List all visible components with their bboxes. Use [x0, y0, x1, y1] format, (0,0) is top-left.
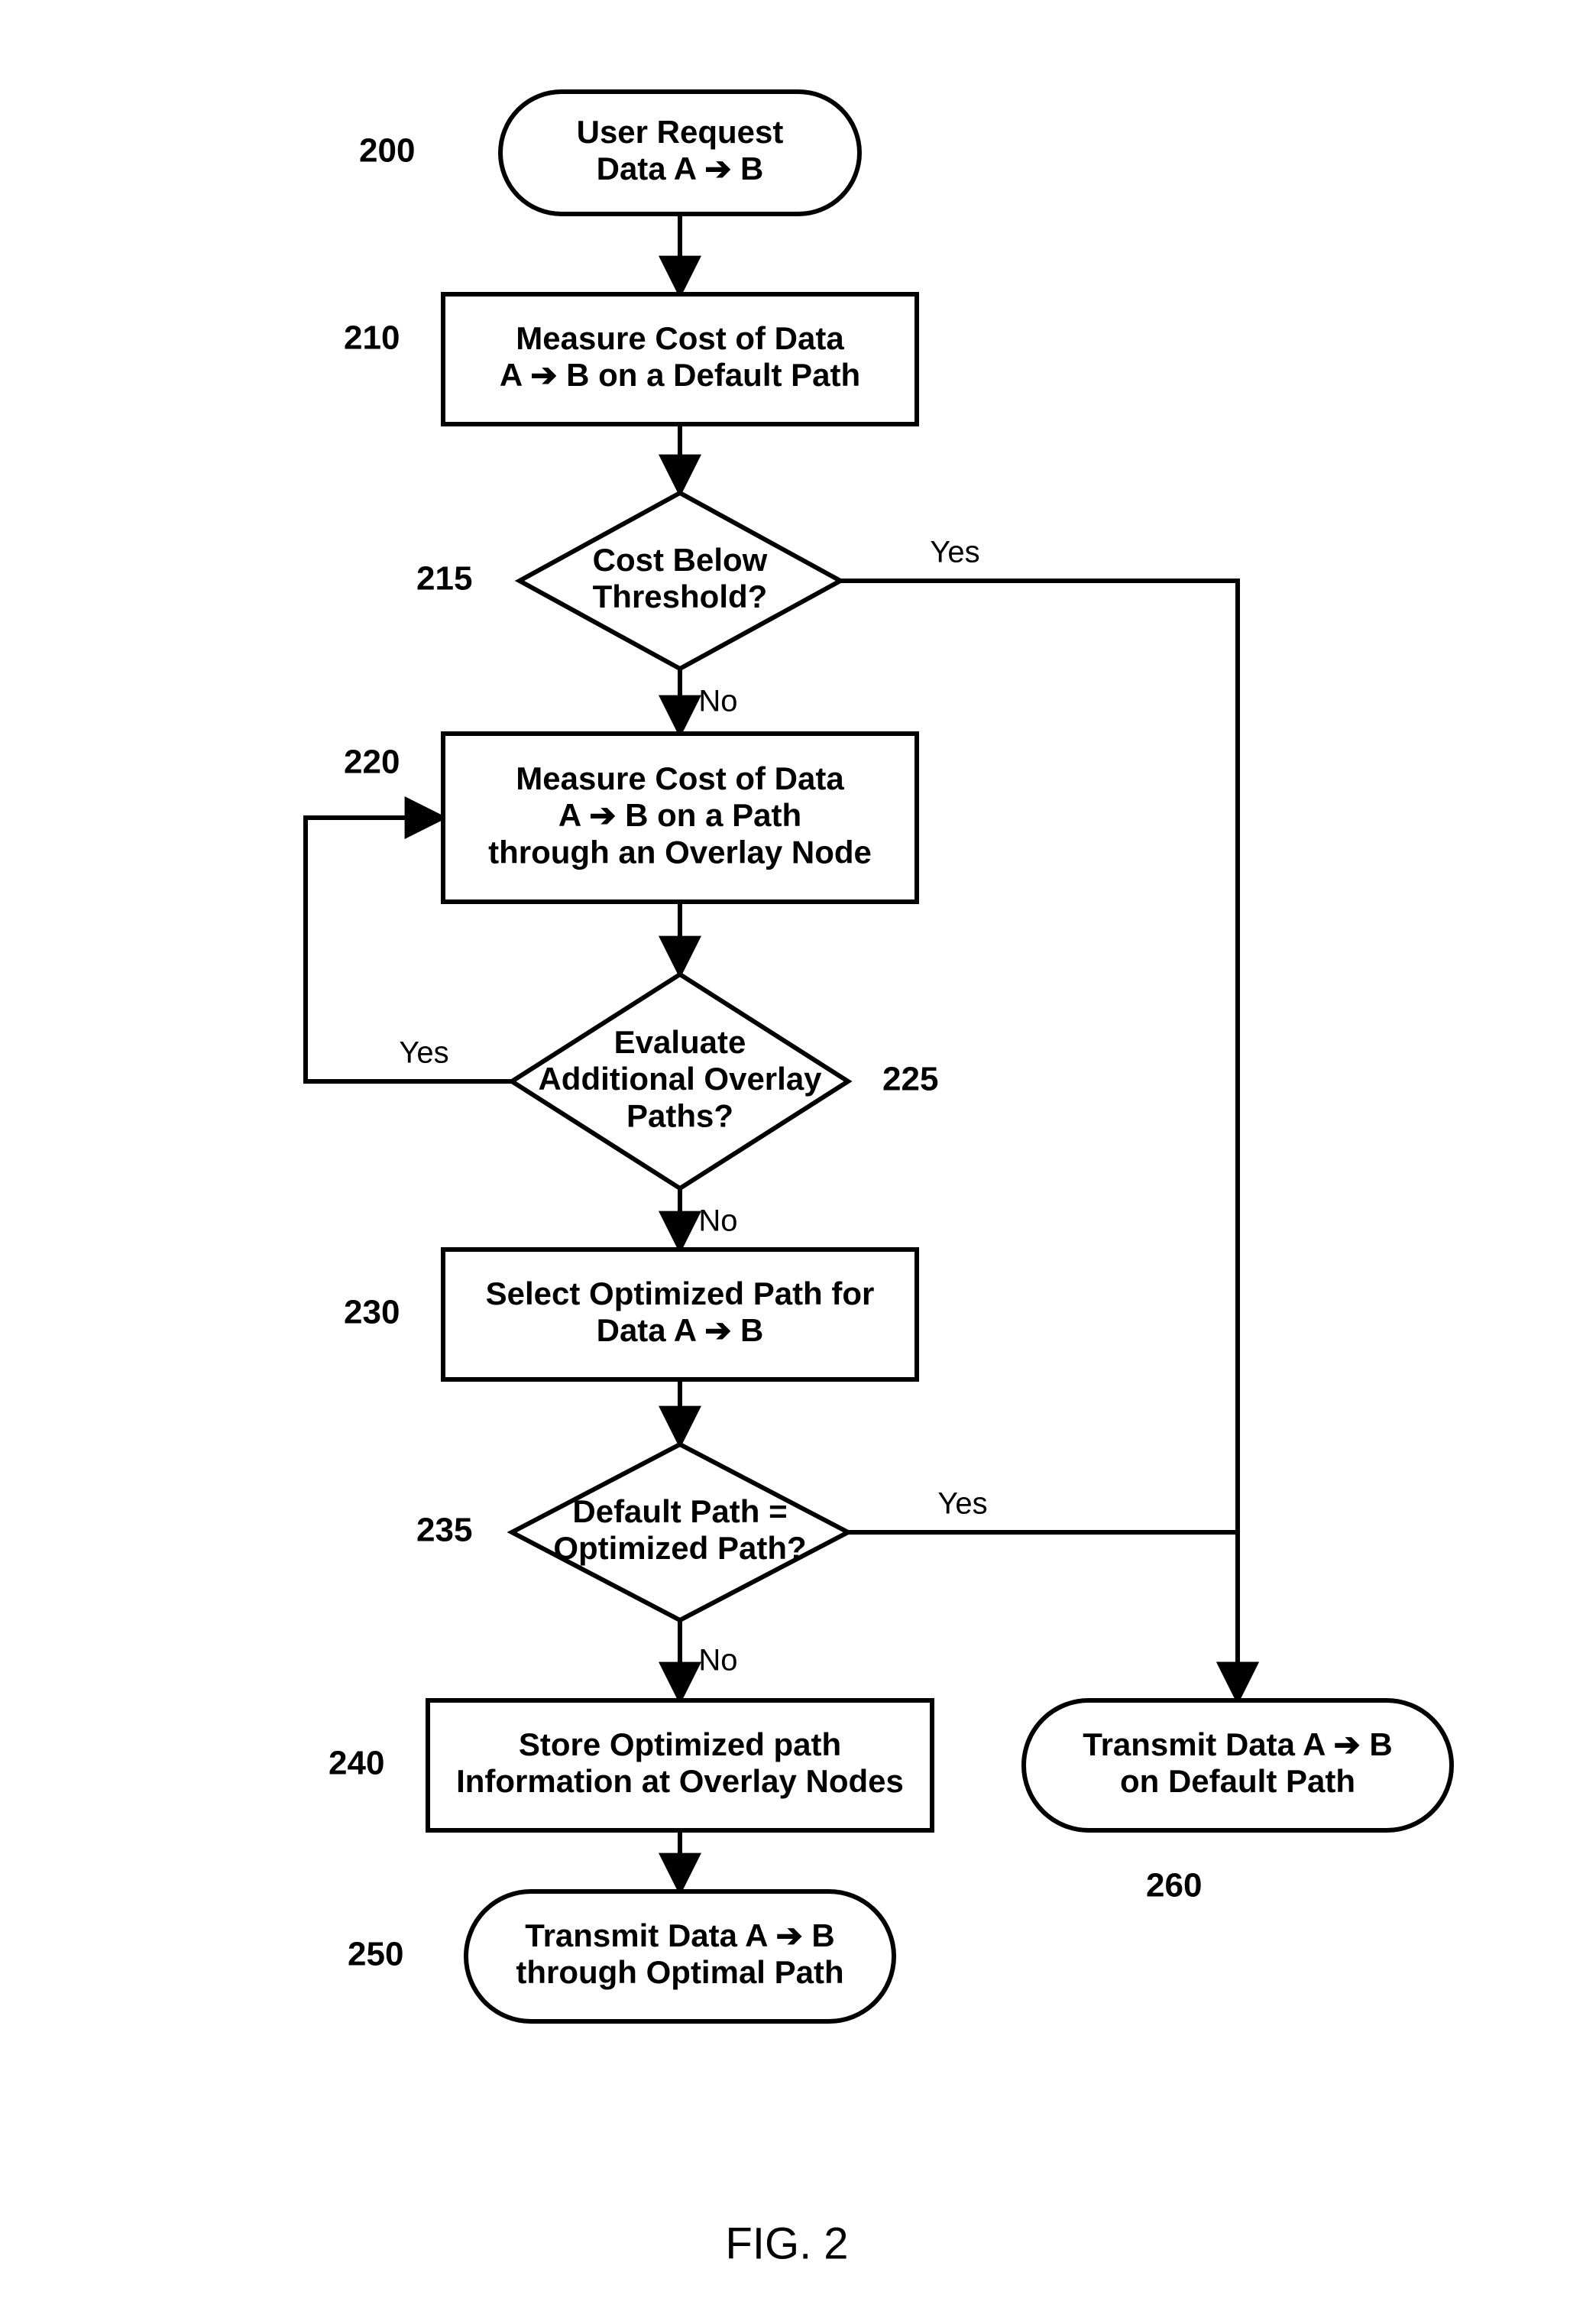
node-n200: User RequestData A ➔ B: [500, 92, 859, 214]
node-text-n210-line-0: Measure Cost of Data: [516, 320, 844, 356]
node-text-n240-line-1: Information at Overlay Nodes: [456, 1763, 904, 1799]
node-text-n230-line-0: Select Optimized Path for: [486, 1275, 875, 1311]
ref-label-220: 220: [344, 744, 400, 781]
node-text-n220-line-0: Measure Cost of Data: [516, 760, 844, 796]
edge-label-10: Yes: [937, 1487, 987, 1521]
node-text-n215-line-0: Cost Below: [593, 542, 768, 578]
node-text-n225-line-2: Paths?: [626, 1097, 733, 1133]
node-n260: Transmit Data A ➔ Bon Default Path: [1024, 1700, 1452, 1830]
edge-label-9: Yes: [930, 536, 979, 569]
node-text-n235-line-1: Optimized Path?: [553, 1530, 806, 1566]
node-text-n200: User RequestData A ➔ B: [577, 114, 784, 186]
node-text-n200-line-0: User Request: [577, 114, 784, 150]
node-n240: Store Optimized pathInformation at Overl…: [428, 1700, 932, 1830]
ref-label-240: 240: [329, 1745, 384, 1782]
node-text-n220-line-1: A ➔ B on a Path: [558, 797, 801, 833]
node-text-n235-line-0: Default Path =: [572, 1493, 787, 1529]
edge-label-6: No: [698, 1644, 737, 1677]
node-n210: Measure Cost of DataA ➔ B on a Default P…: [443, 294, 917, 424]
node-text-n235: Default Path =Optimized Path?: [553, 1493, 806, 1566]
edge-label-8: Yes: [399, 1036, 448, 1070]
figure-caption: FIG. 2: [725, 2219, 848, 2268]
node-n235: Default Path =Optimized Path?: [512, 1444, 848, 1620]
node-n225: EvaluateAdditional OverlayPaths?: [512, 974, 848, 1188]
ref-label-225: 225: [882, 1061, 938, 1098]
ref-label-215: 215: [416, 560, 472, 598]
node-text-n240-line-0: Store Optimized path: [519, 1726, 841, 1762]
ref-label-230: 230: [344, 1294, 400, 1331]
node-text-n260: Transmit Data A ➔ Bon Default Path: [1083, 1726, 1393, 1799]
node-text-n250-line-0: Transmit Data A ➔ B: [525, 1917, 835, 1953]
node-n250: Transmit Data A ➔ Bthrough Optimal Path: [466, 1891, 894, 2021]
node-text-n210-line-1: A ➔ B on a Default Path: [500, 357, 860, 393]
node-text-n200-line-1: Data A ➔ B: [597, 151, 764, 186]
flowchart-canvas: NoNoNoYesYesYesUser RequestData A ➔ BMea…: [0, 0, 1570, 2324]
node-text-n230-line-1: Data A ➔ B: [597, 1312, 764, 1348]
edge-label-2: No: [698, 685, 737, 718]
node-text-n225-line-1: Additional Overlay: [538, 1061, 822, 1097]
node-text-n260-line-0: Transmit Data A ➔ B: [1083, 1726, 1393, 1762]
ref-label-250: 250: [348, 1936, 403, 1973]
node-text-n260-line-1: on Default Path: [1120, 1763, 1355, 1799]
node-text-n250: Transmit Data A ➔ Bthrough Optimal Path: [516, 1917, 843, 1990]
node-text-n225-line-0: Evaluate: [614, 1024, 746, 1060]
ref-label-210: 210: [344, 319, 400, 357]
node-text-n215: Cost BelowThreshold?: [593, 542, 768, 614]
node-n220: Measure Cost of DataA ➔ B on a Paththrou…: [443, 734, 917, 902]
ref-label-235: 235: [416, 1512, 472, 1549]
node-n230: Select Optimized Path forData A ➔ B: [443, 1250, 917, 1379]
node-text-n240: Store Optimized pathInformation at Overl…: [456, 1726, 904, 1799]
edge-label-4: No: [698, 1204, 737, 1238]
node-text-n210: Measure Cost of DataA ➔ B on a Default P…: [500, 320, 860, 393]
ref-label-260: 260: [1146, 1867, 1202, 1904]
node-text-n220-line-2: through an Overlay Node: [488, 834, 872, 870]
node-text-n250-line-1: through Optimal Path: [516, 1954, 843, 1990]
node-text-n215-line-1: Threshold?: [593, 579, 768, 614]
ref-label-200: 200: [359, 132, 415, 170]
node-n215: Cost BelowThreshold?: [520, 493, 840, 669]
edge-10: [848, 1532, 1238, 1700]
